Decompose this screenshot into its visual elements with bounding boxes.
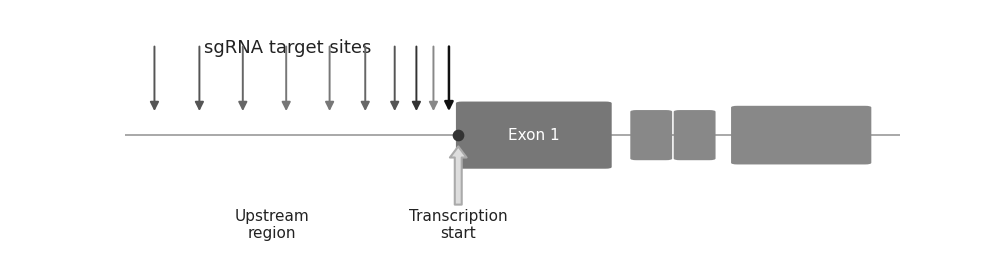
FancyBboxPatch shape [674, 110, 716, 160]
Text: Exon 1: Exon 1 [508, 128, 560, 143]
FancyArrowPatch shape [450, 146, 467, 205]
FancyBboxPatch shape [630, 110, 672, 160]
Text: Upstream
region: Upstream region [235, 209, 310, 242]
FancyBboxPatch shape [456, 102, 612, 169]
Text: sgRNA target sites: sgRNA target sites [204, 39, 371, 57]
Text: Transcription
start: Transcription start [409, 209, 508, 242]
FancyBboxPatch shape [731, 106, 871, 164]
Point [450, 133, 466, 137]
